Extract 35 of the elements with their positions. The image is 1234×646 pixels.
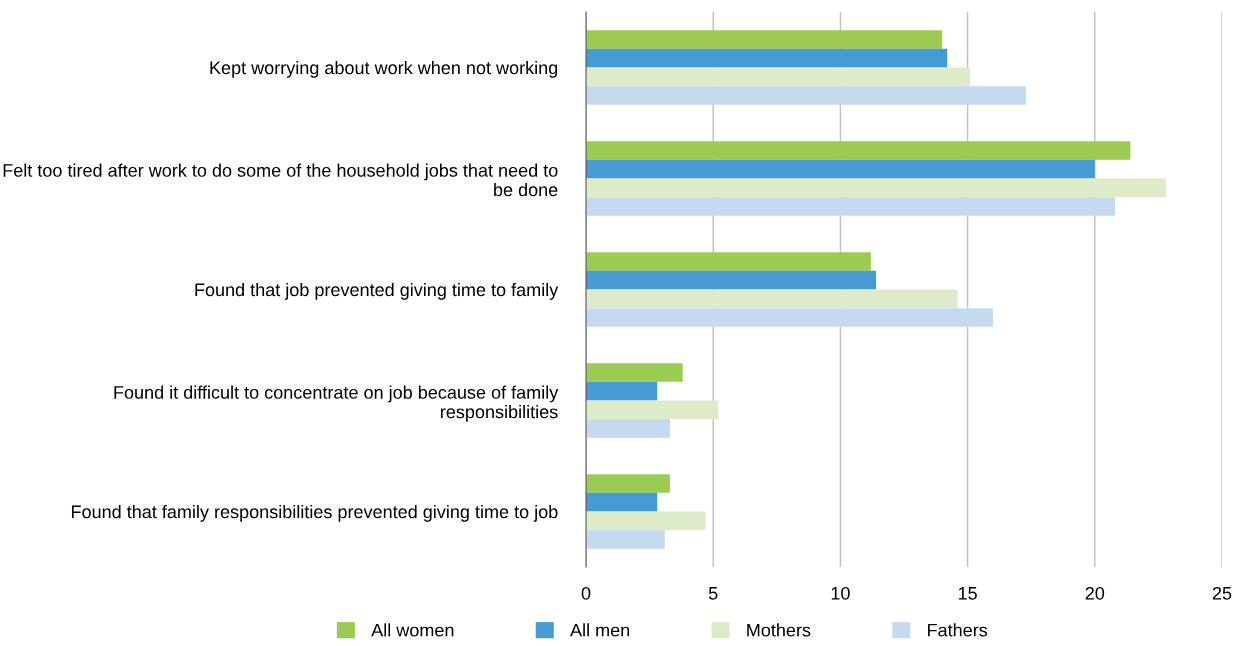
x-tick-label: 20 [1085, 586, 1105, 600]
x-tick-label: 25 [1212, 586, 1232, 600]
y-tick-label: Felt too tired after work to do some of the household jobs that need to be done [3, 163, 558, 197]
legend-label: All women [371, 623, 454, 637]
bar [586, 474, 670, 493]
bar [586, 86, 1027, 105]
bar [586, 381, 658, 401]
bar [586, 252, 871, 271]
legend-label: All men [570, 623, 630, 637]
bar [586, 48, 948, 68]
bar [586, 492, 658, 512]
bar [586, 289, 958, 309]
bar [586, 30, 943, 49]
bar [586, 363, 683, 382]
y-tick-label: Found that job prevented giving time to family [195, 282, 559, 300]
bar [586, 400, 719, 420]
x-tick-label: 10 [831, 586, 850, 600]
bar [586, 270, 877, 290]
y-tick-label: Kept worrying about work when not working [210, 60, 558, 78]
bar [586, 141, 1131, 160]
bar [586, 178, 1167, 198]
legend-label: Fathers [928, 623, 988, 637]
x-tick-label: 15 [958, 587, 977, 600]
bar [586, 197, 1116, 216]
x-tick-label: 0 [581, 586, 591, 600]
y-tick-label: Found it difficult to concentrate on job because of family responsibilities [114, 385, 559, 422]
bar [586, 419, 670, 438]
y-tick-label: Found that family responsibilities prevented giving time to job [71, 504, 558, 522]
bar [586, 511, 706, 531]
legend-label: Mothers [747, 623, 811, 637]
bar [586, 530, 665, 549]
bar [586, 308, 994, 327]
x-tick-label: 5 [708, 587, 718, 600]
bar [586, 159, 1095, 179]
bar [586, 67, 971, 87]
